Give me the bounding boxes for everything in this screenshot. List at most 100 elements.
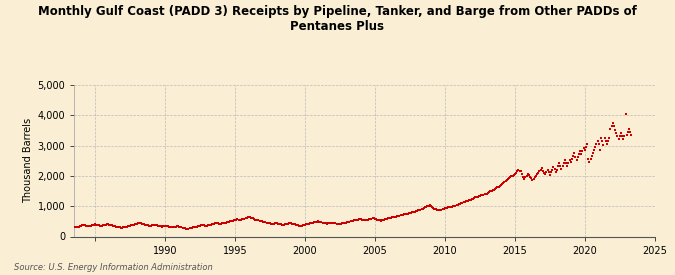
Point [612, 134, 623, 138]
Point [479, 192, 490, 197]
Point [324, 221, 335, 226]
Point [173, 224, 184, 229]
Point [340, 220, 351, 225]
Point [456, 201, 466, 205]
Point [489, 187, 500, 191]
Point [545, 173, 556, 177]
Point [80, 223, 91, 228]
Point [254, 219, 265, 223]
Point [139, 222, 150, 227]
Point [233, 217, 244, 222]
Point [118, 225, 129, 230]
Point [451, 203, 462, 208]
Point [547, 167, 558, 172]
Point [273, 222, 284, 226]
Point [449, 204, 460, 208]
Point [571, 158, 582, 162]
Point [387, 215, 398, 220]
Point [430, 207, 441, 211]
Point [74, 224, 84, 229]
Point [125, 223, 136, 228]
Point [101, 222, 111, 227]
Point [88, 222, 99, 227]
Point [149, 222, 160, 227]
Point [96, 224, 107, 228]
Point [492, 185, 503, 190]
Point [391, 214, 402, 219]
Point [117, 226, 128, 230]
Point [603, 139, 614, 143]
Point [310, 220, 321, 224]
Point [97, 223, 107, 228]
Point [248, 217, 259, 221]
Point [69, 225, 80, 229]
Point [188, 225, 198, 230]
Point [606, 124, 617, 128]
Point [478, 192, 489, 197]
Point [590, 144, 601, 149]
Point [186, 226, 196, 230]
Point [598, 142, 609, 147]
Point [170, 224, 181, 229]
Point [408, 210, 419, 214]
Point [271, 221, 282, 226]
Point [348, 219, 358, 223]
Point [213, 222, 224, 226]
Point [462, 199, 472, 203]
Point [171, 224, 182, 229]
Point [513, 168, 524, 172]
Point [584, 160, 595, 164]
Point [410, 209, 421, 214]
Point [284, 221, 295, 226]
Point [148, 223, 159, 227]
Point [358, 218, 369, 222]
Point [183, 226, 194, 231]
Point [180, 226, 190, 230]
Point [582, 142, 593, 146]
Point [420, 205, 431, 210]
Point [282, 222, 293, 226]
Point [303, 222, 314, 226]
Point [616, 131, 626, 135]
Point [346, 219, 357, 223]
Point [260, 220, 271, 224]
Point [558, 164, 568, 168]
Point [88, 223, 99, 227]
Point [487, 188, 498, 192]
Point [210, 221, 221, 226]
Point [423, 204, 434, 208]
Point [65, 224, 76, 229]
Point [151, 223, 161, 227]
Point [225, 219, 236, 224]
Point [537, 169, 548, 174]
Point [122, 224, 132, 229]
Point [216, 222, 227, 226]
Point [507, 174, 518, 178]
Point [464, 198, 475, 202]
Point [526, 176, 537, 181]
Point [389, 214, 400, 219]
Point [377, 218, 387, 223]
Point [441, 206, 452, 210]
Point [275, 222, 286, 227]
Point [332, 222, 343, 226]
Point [128, 222, 139, 227]
Point [605, 127, 616, 131]
Point [238, 217, 248, 221]
Point [351, 218, 362, 222]
Point [144, 223, 155, 228]
Point [386, 216, 397, 220]
Point [407, 210, 418, 214]
Point [444, 205, 455, 209]
Point [412, 208, 423, 213]
Point [327, 221, 338, 225]
Point [197, 223, 208, 227]
Point [566, 160, 576, 164]
Point [505, 175, 516, 179]
Point [421, 205, 432, 209]
Point [378, 218, 389, 222]
Point [114, 225, 125, 230]
Point [372, 218, 383, 222]
Point [458, 200, 469, 205]
Point [268, 222, 279, 226]
